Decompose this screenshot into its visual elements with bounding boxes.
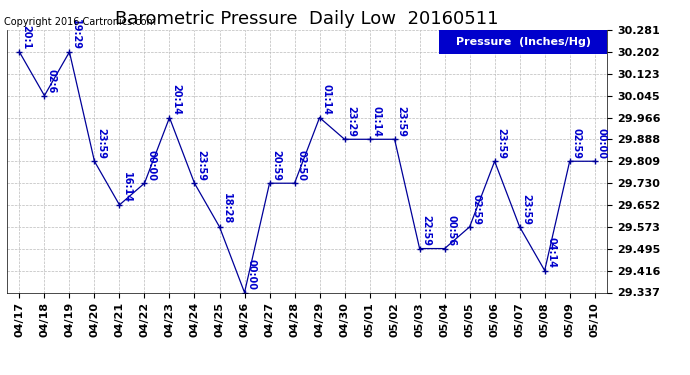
Text: 00:00: 00:00 [146, 150, 157, 181]
Text: 00:00: 00:00 [597, 128, 607, 159]
Text: 00:00: 00:00 [246, 259, 257, 290]
Text: 23:59: 23:59 [397, 106, 406, 137]
Text: 19:29: 19:29 [72, 19, 81, 50]
Text: 20:1: 20:1 [21, 26, 32, 50]
Text: 02:6: 02:6 [46, 69, 57, 93]
Text: 04:14: 04:14 [546, 237, 557, 268]
Text: 01:14: 01:14 [322, 84, 332, 116]
Text: 00:56: 00:56 [446, 215, 457, 246]
Text: 02:50: 02:50 [297, 150, 306, 181]
Text: 02:59: 02:59 [572, 128, 582, 159]
Text: 23:59: 23:59 [97, 128, 106, 159]
Text: 01:14: 01:14 [372, 106, 382, 137]
Text: 22:59: 22:59 [422, 215, 432, 246]
Text: 23:59: 23:59 [522, 194, 532, 225]
Text: 20:14: 20:14 [172, 84, 181, 116]
Text: 16:14: 16:14 [121, 172, 132, 202]
Text: 23:59: 23:59 [197, 150, 206, 181]
Text: 23:59: 23:59 [497, 128, 506, 159]
Text: 20:59: 20:59 [272, 150, 282, 181]
Text: Copyright 2016 Cartronics.com: Copyright 2016 Cartronics.com [4, 17, 156, 27]
Text: 02:59: 02:59 [472, 194, 482, 225]
Title: Barometric Pressure  Daily Low  20160511: Barometric Pressure Daily Low 20160511 [115, 10, 499, 28]
Text: 18:28: 18:28 [221, 194, 232, 225]
Text: 23:29: 23:29 [346, 106, 357, 137]
